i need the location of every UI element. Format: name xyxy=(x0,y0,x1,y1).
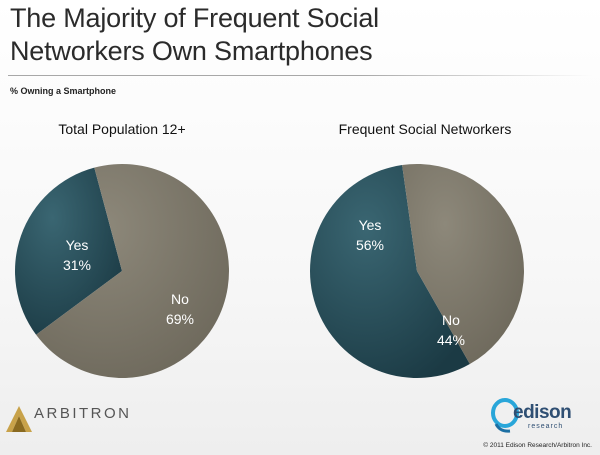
pie-slice-label-no: No xyxy=(442,312,460,328)
pie-slice-value-yes: 31% xyxy=(63,257,91,273)
pie-slice-label-yes: Yes xyxy=(359,217,382,233)
pie-frequent-social-networkers: Yes 56% No 44% xyxy=(309,164,524,378)
pie-slice-no xyxy=(402,164,524,365)
page-title-line-2: Networkers Own Smartphones xyxy=(10,36,373,66)
title-divider xyxy=(8,75,592,76)
pie-total-population: Yes 31% No 69% xyxy=(15,164,230,378)
pie-slice-label-no: No xyxy=(171,291,189,307)
pie-slice-yes xyxy=(309,165,470,378)
pie-slice-value-no: 44% xyxy=(437,332,465,348)
edison-logo-icon xyxy=(491,398,519,433)
pie-title-total-population: Total Population 12+ xyxy=(58,121,186,137)
arbitron-logo-text: ARBITRON xyxy=(34,405,132,422)
edison-logo-text: edison xyxy=(513,402,572,423)
copyright-notice: © 2011 Edison Research/Arbitron Inc. xyxy=(483,442,592,449)
page-title-line-1: The Majority of Frequent Social xyxy=(10,3,379,33)
chart-subtitle: % Owning a Smartphone xyxy=(10,86,117,96)
page-title: The Majority of Frequent Social Networke… xyxy=(10,2,590,68)
pie-slice-label-yes: Yes xyxy=(66,237,89,253)
pie-slice-no xyxy=(36,164,230,378)
pie-title-frequent-social-networkers: Frequent Social Networkers xyxy=(338,121,512,137)
edison-logo-subtext: research xyxy=(528,423,564,430)
arbitron-logo-icon xyxy=(6,406,32,432)
pie-slice-value-no: 69% xyxy=(166,311,194,327)
pie-slice-yes xyxy=(15,167,123,335)
pie-slice-value-yes: 56% xyxy=(356,237,384,253)
